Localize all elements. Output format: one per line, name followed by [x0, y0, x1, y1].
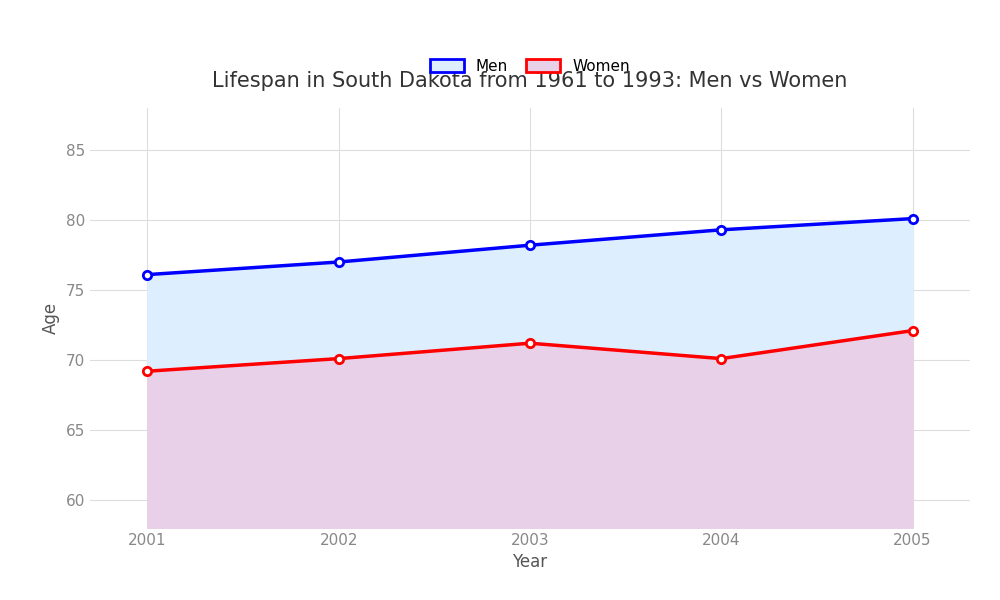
Men: [333, 259, 345, 266]
Title: Lifespan in South Dakota from 1961 to 1993: Men vs Women: Lifespan in South Dakota from 1961 to 19…: [212, 71, 848, 91]
Women: [141, 368, 153, 375]
Women: [907, 327, 919, 334]
Women: [715, 355, 727, 362]
Men: [524, 242, 536, 249]
Men: [141, 271, 153, 278]
X-axis label: Year: Year: [512, 553, 548, 571]
Women: [524, 340, 536, 347]
Y-axis label: Age: Age: [42, 302, 60, 334]
Men: [907, 215, 919, 222]
Legend: Men, Women: Men, Women: [424, 53, 636, 80]
Line: Men: Men: [143, 214, 917, 279]
Men: [715, 226, 727, 233]
Women: [333, 355, 345, 362]
Line: Women: Women: [143, 326, 917, 376]
